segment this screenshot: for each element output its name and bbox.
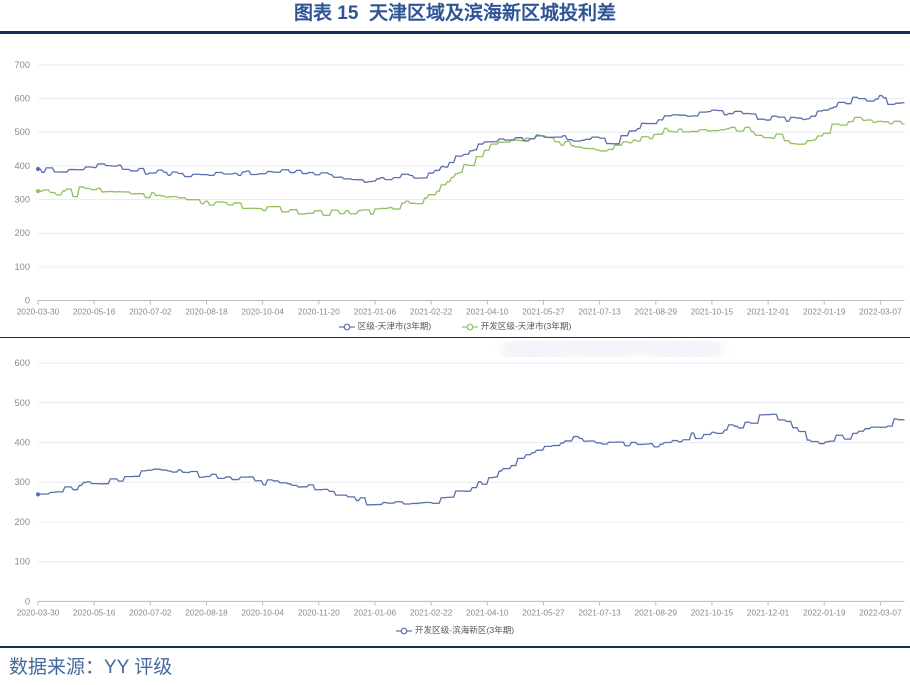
svg-text:2022-03-07: 2022-03-07 — [859, 607, 902, 617]
svg-text:2021-08-29: 2021-08-29 — [635, 306, 678, 316]
svg-text:2021-02-22: 2021-02-22 — [410, 607, 453, 617]
svg-text:2020-03-30: 2020-03-30 — [17, 306, 60, 316]
svg-text:2021-07-13: 2021-07-13 — [578, 607, 621, 617]
svg-text:2021-10-15: 2021-10-15 — [691, 306, 734, 316]
svg-text:2022-01-19: 2022-01-19 — [803, 607, 846, 617]
svg-text:2020-10-04: 2020-10-04 — [241, 607, 284, 617]
svg-text:2020-11-20: 2020-11-20 — [298, 306, 340, 316]
svg-text:2021-04-10: 2021-04-10 — [466, 607, 509, 617]
svg-text:2020-10-04: 2020-10-04 — [241, 306, 284, 316]
svg-text:2022-01-19: 2022-01-19 — [803, 306, 846, 316]
svg-text:2021-07-13: 2021-07-13 — [578, 306, 621, 316]
svg-text:2020-08-18: 2020-08-18 — [185, 306, 228, 316]
svg-text:500: 500 — [14, 398, 30, 408]
svg-text:500: 500 — [14, 127, 30, 137]
svg-text:2021-01-06: 2021-01-06 — [354, 306, 397, 316]
svg-text:2021-04-10: 2021-04-10 — [466, 306, 509, 316]
svg-text:2020-05-16: 2020-05-16 — [73, 306, 116, 316]
svg-text:2020-05-16: 2020-05-16 — [73, 607, 116, 617]
svg-text:0: 0 — [25, 596, 30, 606]
svg-text:400: 400 — [14, 438, 30, 448]
svg-text:2020-07-02: 2020-07-02 — [129, 306, 172, 316]
svg-text:400: 400 — [14, 160, 30, 170]
svg-text:200: 200 — [14, 228, 30, 238]
svg-text:2021-08-29: 2021-08-29 — [635, 607, 678, 617]
svg-text:2021-05-27: 2021-05-27 — [522, 607, 565, 617]
svg-text:2021-12-01: 2021-12-01 — [747, 607, 790, 617]
svg-text:200: 200 — [14, 517, 30, 527]
svg-text:300: 300 — [14, 194, 30, 204]
svg-text:2021-10-15: 2021-10-15 — [691, 607, 734, 617]
svg-text:700: 700 — [14, 59, 30, 69]
svg-text:600: 600 — [14, 358, 30, 368]
svg-text:100: 100 — [14, 557, 30, 567]
svg-text:0: 0 — [25, 295, 30, 305]
svg-text:100: 100 — [14, 261, 30, 271]
svg-text:300: 300 — [14, 477, 30, 487]
svg-text:2021-02-22: 2021-02-22 — [410, 306, 453, 316]
svg-text:2020-07-02: 2020-07-02 — [129, 607, 172, 617]
svg-text:2022-03-07: 2022-03-07 — [859, 306, 902, 316]
svg-text:2021-05-27: 2021-05-27 — [522, 306, 565, 316]
svg-text:2020-03-30: 2020-03-30 — [17, 607, 60, 617]
svg-text:2021-12-01: 2021-12-01 — [747, 306, 790, 316]
svg-text:2020-11-20: 2020-11-20 — [298, 607, 340, 617]
svg-text:2020-08-18: 2020-08-18 — [185, 607, 228, 617]
svg-text:2021-01-06: 2021-01-06 — [354, 607, 397, 617]
svg-text:600: 600 — [14, 93, 30, 103]
